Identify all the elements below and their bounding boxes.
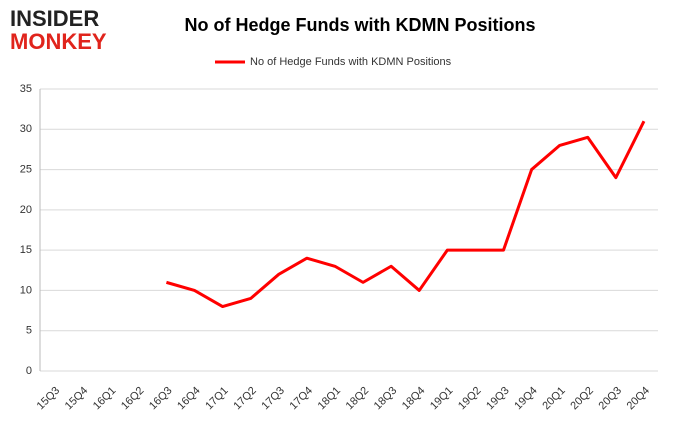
y-tick-label: 20	[20, 204, 32, 216]
y-tick-label: 0	[26, 365, 32, 377]
chart-title: No of Hedge Funds with KDMN Positions	[185, 15, 536, 35]
logo-line2: MONKEY	[10, 29, 107, 54]
y-tick-label: 30	[20, 123, 32, 135]
legend-label: No of Hedge Funds with KDMN Positions	[250, 56, 452, 68]
y-tick-label: 10	[20, 284, 32, 296]
y-tick-label: 35	[20, 83, 32, 95]
y-tick-label: 25	[20, 163, 32, 175]
data-line	[165, 120, 646, 309]
logo-line1: INSIDER	[10, 6, 99, 31]
y-tick-label: 15	[20, 244, 32, 256]
y-tick-label: 5	[26, 325, 32, 337]
